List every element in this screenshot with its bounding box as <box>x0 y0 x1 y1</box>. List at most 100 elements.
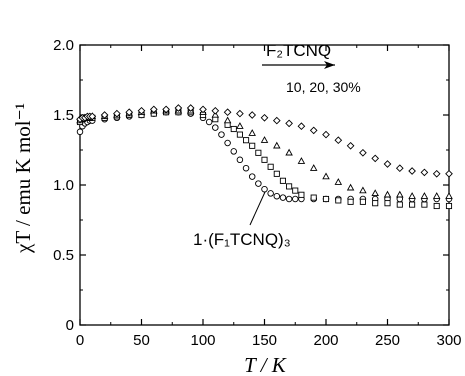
y-axis-label: χT / emu K mol⁻¹ <box>11 103 35 254</box>
data-point-triangle <box>371 189 379 197</box>
series-circle <box>76 108 453 203</box>
data-point-diamond <box>248 111 257 119</box>
x-tick-label: 150 <box>252 332 277 349</box>
data-point-square <box>421 201 428 208</box>
data-point-square <box>359 198 366 205</box>
data-point-diamond <box>395 164 404 173</box>
data-point-circle <box>76 128 84 136</box>
x-tick-label: 250 <box>375 332 400 349</box>
annotations: χT / emu K mol⁻¹ T / K F₂TCNQ 10, 20, 30… <box>11 41 361 376</box>
data-point-diamond <box>113 109 121 118</box>
data-point-diamond <box>322 130 330 139</box>
data-marks <box>76 104 453 210</box>
data-point-square <box>322 195 330 203</box>
data-point-diamond <box>272 116 281 125</box>
data-point-diamond <box>162 105 170 114</box>
data-point-diamond <box>334 136 343 145</box>
data-point-diamond <box>432 169 441 178</box>
data-point-diamond <box>174 104 183 112</box>
data-point-square <box>372 200 379 207</box>
data-point-diamond <box>420 168 429 177</box>
data-point-triangle <box>408 192 416 199</box>
data-point-square <box>445 202 453 210</box>
data-point-square <box>236 131 243 138</box>
leader-line <box>249 191 266 226</box>
data-point-circle <box>273 192 281 200</box>
y-tick-label: 1.5 <box>53 107 74 124</box>
data-point-circle <box>224 139 231 147</box>
data-point-square <box>261 156 268 163</box>
x-tick-label: 50 <box>133 332 150 349</box>
data-point-triangle <box>432 192 441 199</box>
data-point-triangle <box>322 172 330 180</box>
data-point-diamond <box>199 105 207 114</box>
data-point-triangle <box>260 136 269 143</box>
y-tick-label: 1.0 <box>53 177 74 194</box>
data-point-triangle <box>309 164 318 171</box>
data-point-diamond <box>100 111 109 119</box>
data-point-diamond <box>186 104 195 112</box>
data-point-diamond <box>137 106 146 115</box>
data-point-triangle <box>223 116 232 124</box>
x-tick-label: 0 <box>76 332 84 349</box>
data-point-diamond <box>260 113 269 122</box>
data-point-triangle <box>420 192 429 199</box>
data-point-square <box>279 177 287 184</box>
data-point-diamond <box>445 169 453 178</box>
data-point-diamond <box>211 106 220 115</box>
data-point-triangle <box>334 178 343 185</box>
x-tick-label: 100 <box>190 332 215 349</box>
data-point-circle <box>248 173 256 180</box>
data-point-triangle <box>359 186 367 194</box>
data-point-square <box>255 149 262 156</box>
data-point-diamond <box>297 122 306 131</box>
data-point-diamond <box>125 108 134 117</box>
data-point-triangle <box>248 129 256 136</box>
data-point-square <box>347 198 354 205</box>
data-point-square <box>242 137 250 144</box>
data-point-circle <box>236 156 244 164</box>
plot-frame <box>79 44 450 326</box>
x-axis-label: T / K <box>244 353 287 376</box>
data-point-diamond <box>309 126 318 135</box>
data-point-diamond <box>285 119 293 128</box>
data-point-circle <box>218 131 225 138</box>
data-point-square <box>273 170 280 177</box>
data-point-square <box>292 187 299 194</box>
data-point-circle <box>255 180 262 187</box>
data-point-diamond <box>383 160 392 168</box>
data-point-diamond <box>408 167 416 175</box>
data-point-circle <box>267 190 274 197</box>
data-point-diamond <box>236 109 244 118</box>
data-point-diamond <box>371 154 380 163</box>
data-point-triangle <box>236 122 244 129</box>
y-tick-label: 2.0 <box>53 37 74 54</box>
data-point-triangle <box>396 190 404 198</box>
data-point-square <box>335 197 342 204</box>
data-point-square <box>409 201 416 208</box>
y-tick-label: 0 <box>66 317 74 334</box>
series-diamond <box>76 104 453 178</box>
data-point-triangle <box>273 141 281 149</box>
data-point-square <box>267 163 274 170</box>
data-point-diamond <box>346 141 355 150</box>
data-point-diamond <box>359 148 367 157</box>
data-point-square <box>396 201 403 208</box>
data-point-square <box>286 183 293 190</box>
data-point-circle <box>205 118 213 126</box>
data-point-circle <box>285 195 293 203</box>
axis-ticks: 0 50 100 150 200 250 300 0 0.5 1.0 1.5 2.0 <box>53 37 461 349</box>
data-point-diamond <box>149 105 158 114</box>
arrow-head <box>324 61 335 69</box>
data-point-circle <box>212 124 219 131</box>
data-point-square <box>230 125 237 133</box>
data-point-square <box>433 202 440 210</box>
data-point-triangle <box>297 157 306 164</box>
plot-axes <box>79 44 450 326</box>
data-point-square <box>298 191 305 198</box>
data-point-square <box>384 200 391 207</box>
data-point-square <box>249 142 256 149</box>
data-point-diamond <box>223 108 232 117</box>
data-point-circle <box>292 195 299 203</box>
